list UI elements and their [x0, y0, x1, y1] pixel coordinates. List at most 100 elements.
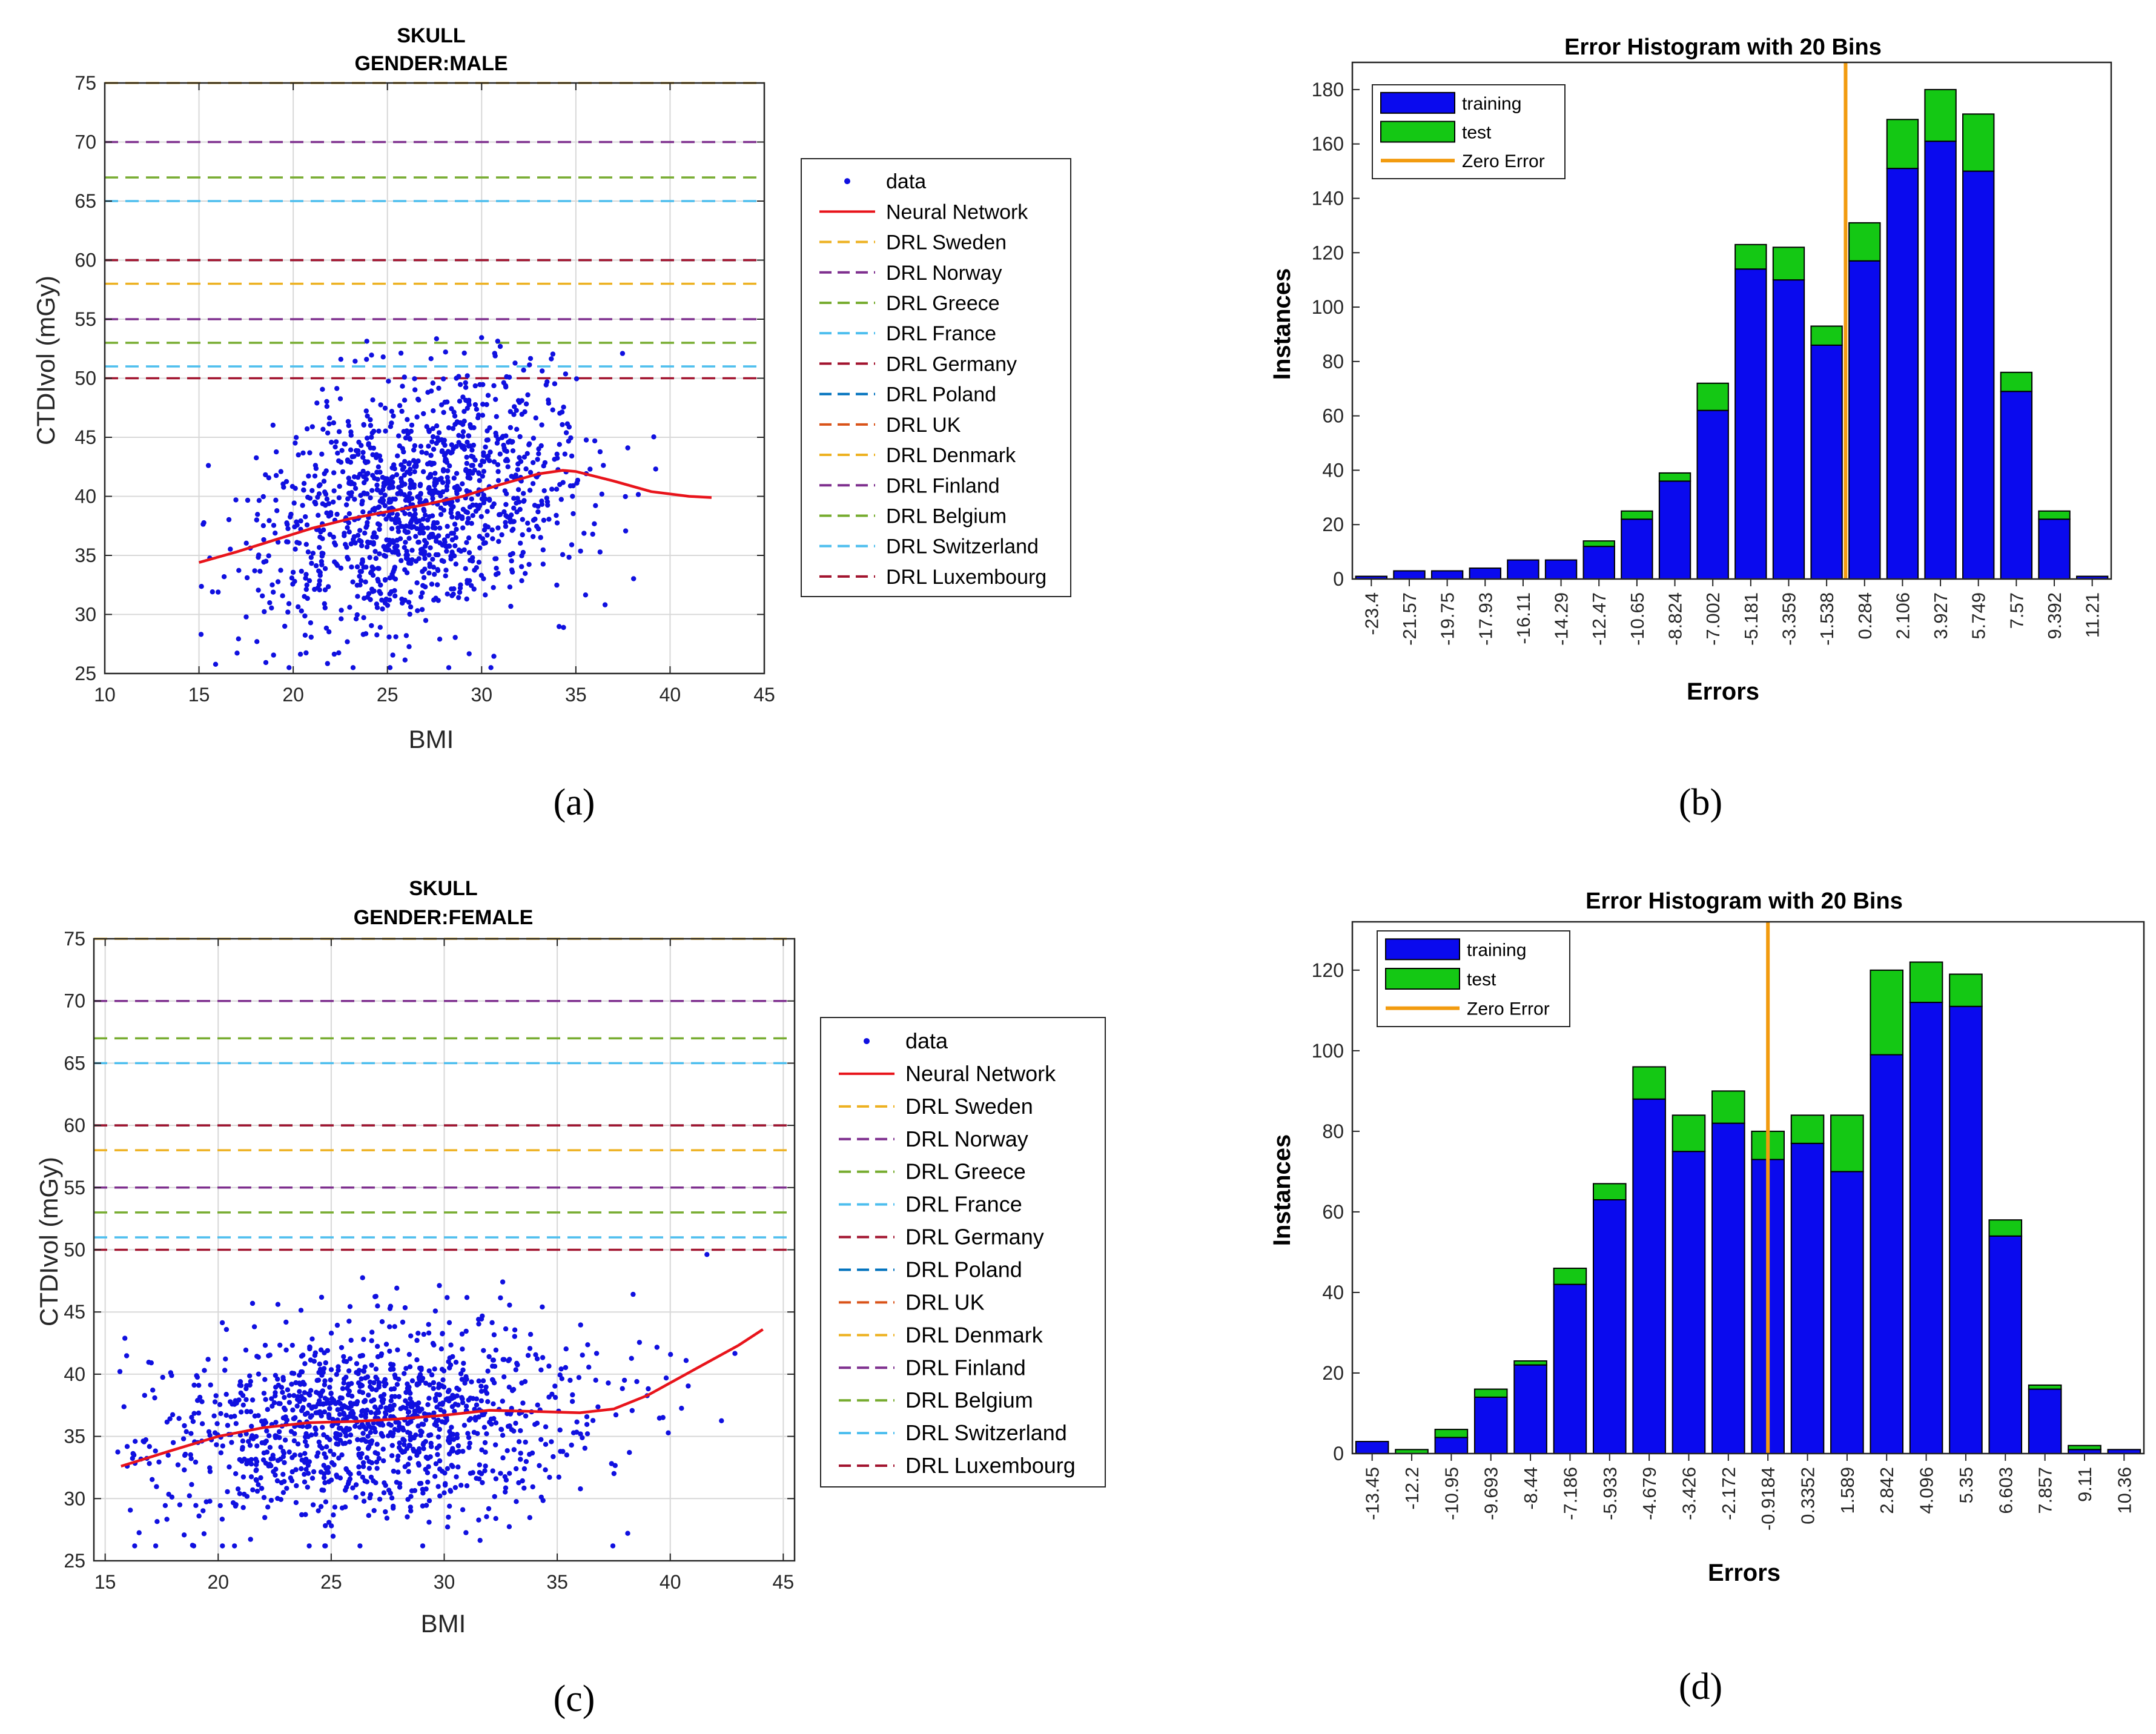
data-point: [348, 447, 354, 452]
data-point: [436, 1385, 441, 1391]
y-tick-label: 50: [64, 1239, 85, 1261]
data-point: [407, 491, 412, 497]
data-point: [293, 440, 298, 446]
data-point: [278, 1497, 283, 1502]
data-point: [484, 402, 489, 408]
data-point: [388, 1366, 394, 1372]
data-point: [337, 1432, 343, 1438]
data-point: [340, 1441, 346, 1446]
data-point: [487, 497, 492, 503]
data-point: [262, 1515, 268, 1520]
data-point: [360, 1491, 366, 1497]
data-point: [394, 1285, 400, 1291]
data-point: [492, 1363, 498, 1369]
data-point: [423, 512, 428, 518]
data-point: [180, 1436, 187, 1441]
data-point: [406, 495, 412, 501]
data-point: [336, 1368, 341, 1373]
data-point: [480, 412, 486, 418]
data-point: [732, 1351, 738, 1356]
chart-c-title-line1: SKULL: [409, 877, 477, 900]
data-point: [193, 1459, 199, 1465]
data-point: [305, 1463, 311, 1468]
bar-training: [1469, 568, 1501, 580]
legend-swatch: [1380, 91, 1455, 114]
data-point: [170, 1412, 176, 1417]
data-point: [194, 1398, 200, 1403]
data-point: [483, 1449, 488, 1455]
data-point: [324, 496, 330, 502]
data-point: [507, 1302, 512, 1308]
data-point: [427, 564, 432, 569]
chart-b-title: Error Histogram with 20 Bins: [1564, 35, 1882, 60]
data-point: [268, 1498, 274, 1503]
data-point: [254, 1488, 260, 1494]
data-point: [493, 1442, 498, 1448]
data-point: [266, 1463, 271, 1469]
data-point: [169, 1494, 175, 1500]
data-point: [421, 411, 426, 417]
data-point: [280, 1389, 285, 1395]
bar-test: [1909, 961, 1943, 1004]
data-point: [375, 1451, 380, 1457]
data-point: [263, 660, 269, 666]
data-point: [348, 1337, 354, 1343]
data-point: [495, 462, 501, 468]
data-point: [453, 561, 458, 567]
data-point: [240, 1438, 246, 1444]
data-point: [232, 1543, 237, 1549]
data-point: [487, 458, 492, 463]
data-point: [322, 1382, 328, 1388]
x-tick-label: -10.65: [1627, 592, 1648, 646]
data-point: [584, 1431, 590, 1437]
data-point: [240, 1504, 246, 1511]
data-point: [355, 448, 361, 454]
data-point: [297, 1398, 302, 1405]
data-point: [454, 526, 459, 532]
data-point: [256, 1482, 261, 1487]
data-point: [212, 1399, 218, 1405]
data-point: [538, 535, 543, 540]
data-point: [574, 1419, 580, 1425]
data-point: [476, 471, 481, 477]
data-point: [441, 452, 448, 458]
data-point: [529, 1450, 535, 1456]
y-tick-label: 30: [64, 1487, 85, 1509]
data-point: [345, 639, 350, 644]
bar-training: [1632, 1098, 1666, 1454]
data-point: [426, 552, 432, 558]
data-point: [631, 576, 637, 581]
data-point: [302, 1451, 308, 1456]
data-point: [445, 1396, 450, 1401]
data-point: [223, 1356, 228, 1362]
data-point: [481, 500, 487, 506]
data-point: [345, 525, 350, 531]
data-point: [414, 580, 420, 586]
data-point: [286, 1400, 293, 1405]
data-point: [511, 495, 517, 501]
data-point: [368, 423, 374, 428]
data-point: [412, 1408, 417, 1414]
data-point: [249, 1423, 254, 1429]
data-point: [345, 419, 351, 425]
data-point: [335, 451, 340, 456]
data-point: [465, 520, 471, 526]
data-point: [408, 1508, 414, 1514]
data-point: [339, 1452, 345, 1458]
data-point: [472, 383, 478, 389]
data-point: [432, 1366, 437, 1372]
data-point: [337, 396, 343, 402]
data-point: [328, 1391, 334, 1396]
data-point: [582, 1445, 587, 1451]
data-point: [390, 652, 395, 658]
data-point: [409, 548, 415, 553]
data-point: [430, 380, 435, 386]
bar-training: [1924, 141, 1957, 580]
data-point: [218, 1411, 223, 1417]
data-point: [317, 1362, 322, 1367]
data-point: [357, 528, 363, 533]
chart-c-xlabel: BMI: [421, 1609, 466, 1638]
data-point: [246, 1438, 251, 1444]
y-tick-label: 40: [64, 1363, 85, 1385]
x-tick-label: -1.538: [1816, 592, 1837, 646]
